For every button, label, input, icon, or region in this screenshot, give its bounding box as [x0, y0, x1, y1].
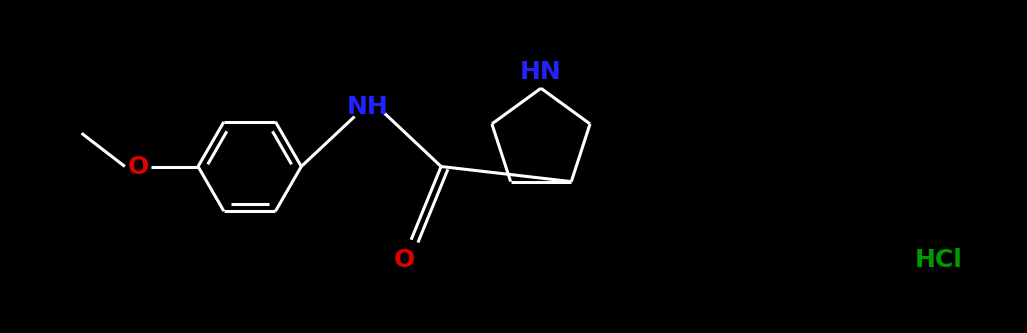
Text: HN: HN	[520, 60, 562, 84]
Text: O: O	[393, 248, 415, 272]
Text: HCl: HCl	[915, 248, 962, 272]
Text: NH: NH	[347, 95, 389, 119]
Text: O: O	[127, 155, 149, 178]
